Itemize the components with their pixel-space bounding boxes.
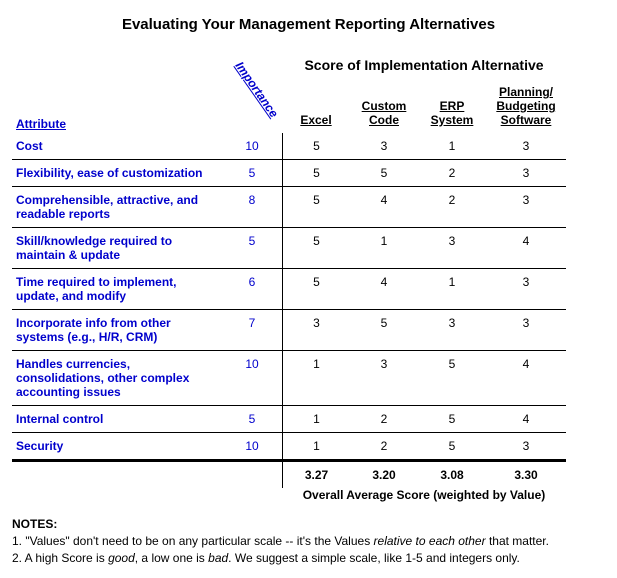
val-6-0: 1: [282, 351, 350, 406]
spacer: Attribute: [12, 51, 222, 133]
col-header-2: ERP System: [418, 79, 486, 133]
val-2-0: 5: [282, 187, 350, 228]
val-7-2: 5: [418, 406, 486, 433]
avg-3: 3.30: [486, 460, 566, 488]
val-1-3: 3: [486, 160, 566, 187]
imp-5: 7: [222, 310, 282, 351]
val-4-1: 4: [350, 269, 418, 310]
val-0-3: 3: [486, 133, 566, 160]
val-4-0: 5: [282, 269, 350, 310]
val-3-3: 4: [486, 228, 566, 269]
attr-7: Internal control: [12, 406, 222, 433]
note-2: 2. A high Score is good, a low one is ba…: [12, 550, 605, 567]
note-1b: relative to each other: [374, 534, 486, 548]
attribute-header: Attribute: [16, 117, 66, 131]
attr-2: Comprehensible, attractive, and readable…: [12, 187, 222, 228]
val-6-1: 3: [350, 351, 418, 406]
val-4-2: 1: [418, 269, 486, 310]
notes-header: NOTES:: [12, 516, 605, 533]
attr-0: Cost: [12, 133, 222, 160]
attr-8: Security: [12, 433, 222, 460]
val-1-0: 5: [282, 160, 350, 187]
val-6-2: 5: [418, 351, 486, 406]
val-0-1: 3: [350, 133, 418, 160]
val-7-0: 1: [282, 406, 350, 433]
val-1-1: 5: [350, 160, 418, 187]
avg-lbl-spacer-1: [12, 488, 222, 508]
val-2-2: 2: [418, 187, 486, 228]
val-8-3: 3: [486, 433, 566, 460]
val-5-3: 3: [486, 310, 566, 351]
average-label: Overall Average Score (weighted by Value…: [282, 488, 566, 508]
col-header-1: Custom Code: [350, 79, 418, 133]
val-7-1: 2: [350, 406, 418, 433]
attr-1: Flexibility, ease of customization: [12, 160, 222, 187]
val-5-0: 3: [282, 310, 350, 351]
val-2-1: 4: [350, 187, 418, 228]
avg-0: 3.27: [282, 460, 350, 488]
avg-spacer-1: [12, 460, 222, 488]
attr-4: Time required to implement, update, and …: [12, 269, 222, 310]
note-2e: . We suggest a simple scale, like 1-5 an…: [228, 551, 520, 565]
avg-spacer-2: [222, 460, 282, 488]
imp-4: 6: [222, 269, 282, 310]
val-0-2: 1: [418, 133, 486, 160]
note-1a: 1. "Values" don't need to be on any part…: [12, 534, 374, 548]
attr-6: Handles currencies, consolidations, othe…: [12, 351, 222, 406]
imp-3: 5: [222, 228, 282, 269]
note-2c: , a low one is: [135, 551, 208, 565]
imp-1: 5: [222, 160, 282, 187]
avg-2: 3.08: [418, 460, 486, 488]
evaluation-table: Attribute ImportanceScore of Implementati…: [12, 51, 605, 508]
val-3-0: 5: [282, 228, 350, 269]
page-title: Evaluating Your Management Reporting Alt…: [12, 16, 605, 33]
attr-5: Incorporate info from other systems (e.g…: [12, 310, 222, 351]
section-header: Score of Implementation Alternative: [282, 51, 566, 79]
note-1c: that matter.: [486, 534, 549, 548]
val-3-2: 3: [418, 228, 486, 269]
val-8-2: 5: [418, 433, 486, 460]
attr-3: Skill/knowledge required to maintain & u…: [12, 228, 222, 269]
val-4-3: 3: [486, 269, 566, 310]
val-5-1: 5: [350, 310, 418, 351]
val-0-0: 5: [282, 133, 350, 160]
val-6-3: 4: [486, 351, 566, 406]
notes-section: NOTES: 1. "Values" don't need to be on a…: [12, 516, 605, 566]
val-2-3: 3: [486, 187, 566, 228]
col-header-3: Planning/ Budgeting Software: [486, 79, 566, 133]
note-2d: bad: [208, 551, 228, 565]
val-1-2: 2: [418, 160, 486, 187]
val-7-3: 4: [486, 406, 566, 433]
note-2b: good: [108, 551, 135, 565]
val-8-1: 2: [350, 433, 418, 460]
val-3-1: 1: [350, 228, 418, 269]
imp-8: 10: [222, 433, 282, 460]
imp-2: 8: [222, 187, 282, 228]
avg-lbl-spacer-2: [222, 488, 282, 508]
imp-6: 10: [222, 351, 282, 406]
avg-1: 3.20: [350, 460, 418, 488]
col-header-0: Excel: [282, 79, 350, 133]
imp-7: 5: [222, 406, 282, 433]
val-5-2: 3: [418, 310, 486, 351]
importance-header-cell: Importance: [222, 51, 282, 133]
note-2a: 2. A high Score is: [12, 551, 108, 565]
val-8-0: 1: [282, 433, 350, 460]
imp-0: 10: [222, 133, 282, 160]
note-1: 1. "Values" don't need to be on any part…: [12, 533, 605, 550]
importance-label: Importance: [233, 59, 282, 120]
